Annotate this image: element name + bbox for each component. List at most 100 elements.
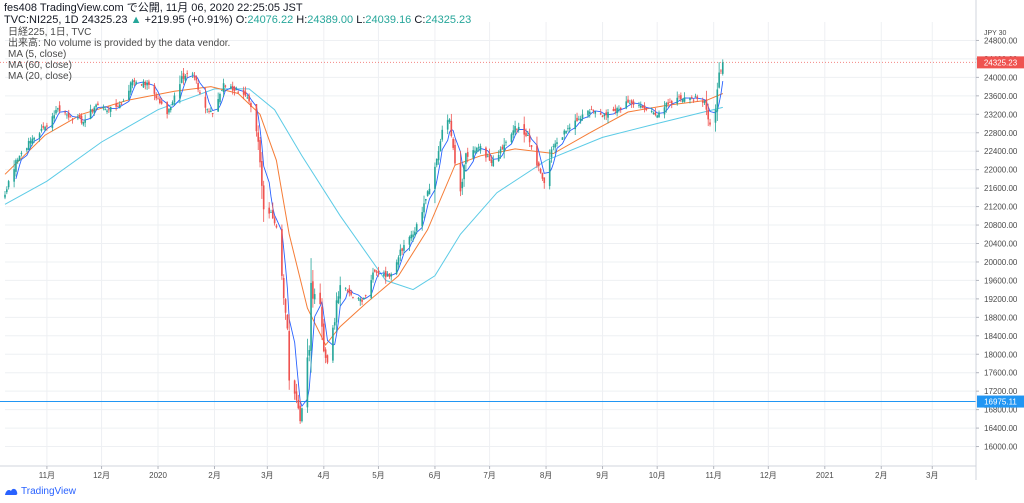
candle-body: [339, 285, 342, 299]
candle-body: [565, 130, 567, 134]
candle: [450, 113, 453, 138]
candle-body: [106, 110, 108, 112]
candle-body: [344, 287, 347, 289]
candle: [399, 244, 402, 262]
time-axis[interactable]: 11月 12月 2020 2月 3月 4月 5月 6月 7月 8月 9月 10月 11月 12月 2021 2…: [0, 465, 976, 480]
ohlc-line: TVC:NI225, 1D 24325.23 ▲ +219.95 (+0.91%…: [4, 14, 471, 26]
time-tick-label: 8月: [540, 471, 552, 480]
candle: [576, 112, 578, 122]
candle-body: [425, 199, 427, 201]
candle: [179, 75, 181, 104]
footer-brand[interactable]: TradingView: [4, 486, 76, 497]
candle: [131, 78, 134, 89]
candle-body: [372, 272, 374, 280]
candle: [288, 314, 291, 390]
candle-body: [441, 129, 444, 140]
candle-body: [527, 135, 529, 136]
candle-body: [435, 158, 438, 166]
volume-note[interactable]: 出来高: No volume is provided by the data v…: [8, 38, 231, 49]
candle-body: [133, 80, 136, 82]
candle-body: [361, 299, 363, 302]
candle: [654, 107, 657, 117]
candle: [53, 110, 56, 122]
candle: [587, 110, 589, 118]
candle-body: [281, 229, 283, 276]
candle: [643, 102, 646, 113]
candle-body: [676, 97, 679, 104]
hline-price-tag: [977, 395, 1024, 408]
candles-group: [4, 59, 724, 424]
candle-body: [601, 115, 604, 118]
candle: [488, 148, 491, 162]
candle: [210, 107, 212, 113]
candle: [51, 112, 54, 132]
candle: [169, 106, 172, 113]
candle-body: [694, 96, 697, 98]
candle-body: [397, 257, 400, 265]
candle: [568, 123, 571, 133]
candle: [590, 105, 593, 111]
candle-body: [614, 108, 617, 111]
time-tick-label: 11月: [706, 471, 722, 480]
price-tick-label: 17200.00: [984, 387, 1018, 396]
close-label: C:: [414, 14, 426, 26]
candle-body: [67, 113, 70, 118]
candle: [556, 137, 558, 147]
candle-body: [412, 234, 414, 238]
candle-body: [108, 109, 110, 111]
candle: [716, 82, 719, 121]
candle-body: [16, 159, 19, 162]
candle: [629, 99, 631, 105]
candle: [578, 115, 580, 121]
candle: [93, 106, 96, 116]
candle: [384, 266, 387, 284]
candle-body: [485, 147, 487, 158]
candle-body: [140, 84, 143, 86]
candle: [157, 95, 159, 100]
candle-body: [255, 104, 258, 132]
candle: [414, 227, 416, 238]
ma60-legend[interactable]: MA (60, close): [8, 60, 72, 71]
candle-body: [528, 135, 531, 143]
price-axis[interactable]: 16000.00 16400.00 16800.00 17200.00 17600.00…: [975, 0, 1018, 480]
candle: [614, 104, 617, 115]
candle: [656, 114, 659, 119]
candle: [663, 101, 666, 119]
candle: [271, 202, 274, 220]
candle: [357, 296, 360, 301]
candle: [579, 115, 582, 124]
candle: [120, 102, 123, 106]
price-tick-label: 18400.00: [984, 332, 1018, 341]
candle: [344, 287, 347, 291]
candle-body: [332, 327, 334, 361]
candle: [211, 112, 214, 118]
ma5-legend[interactable]: MA (5, close): [8, 49, 67, 60]
candle-body: [166, 102, 168, 115]
candle-body: [720, 70, 722, 72]
candle-body: [567, 128, 569, 130]
candle: [155, 92, 158, 101]
candle: [709, 118, 711, 127]
candle-body: [408, 236, 411, 245]
ma20-legend[interactable]: MA (20, close): [8, 71, 72, 82]
candle-body: [616, 108, 618, 114]
candle: [142, 79, 145, 88]
candle: [499, 146, 502, 159]
candle-body: [27, 140, 30, 150]
candle: [525, 128, 527, 138]
candle: [117, 102, 119, 108]
candle: [18, 155, 21, 162]
candle-body: [359, 298, 362, 302]
candle-body: [195, 77, 198, 81]
candle-body: [153, 85, 156, 94]
candle: [543, 177, 546, 189]
candle: [485, 146, 487, 162]
time-tick-label: 3月: [926, 471, 938, 480]
series-title[interactable]: 日経225, 1日, TVC: [8, 27, 92, 38]
candle-body: [466, 152, 469, 157]
candle-body: [224, 85, 227, 87]
candle-body: [568, 127, 571, 130]
candle-body: [270, 212, 272, 213]
candle: [235, 86, 238, 91]
